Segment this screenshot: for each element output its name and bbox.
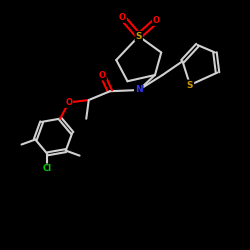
Text: O: O [65,98,72,107]
Text: S: S [187,80,193,90]
Text: O: O [153,16,160,25]
Text: O: O [99,70,106,80]
Text: N: N [135,86,142,94]
Text: S: S [136,32,142,41]
Text: Cl: Cl [43,164,52,173]
Text: O: O [119,13,126,22]
